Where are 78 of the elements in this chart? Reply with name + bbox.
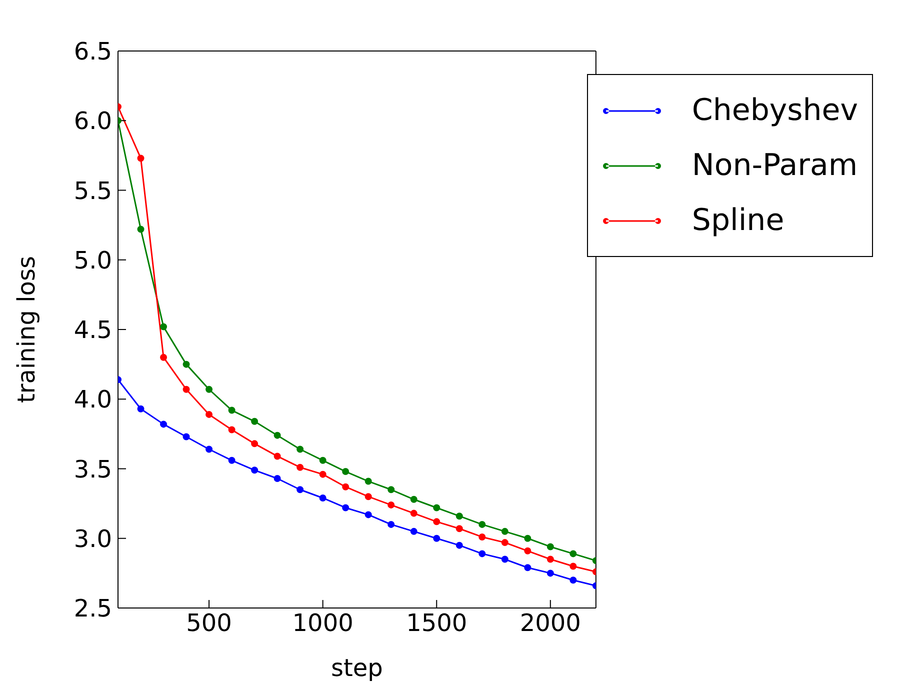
legend-label: Chebyshev [692,93,858,128]
point [206,410,213,418]
point [137,154,144,162]
y-axis-title: training loss [12,256,41,403]
point [319,456,326,464]
point [206,446,213,453]
y-tick-label: 3.5 [74,455,112,484]
x-tick-label: 1500 [406,609,468,638]
point [478,533,486,540]
y-tick-label: 3.0 [74,524,112,553]
point [182,386,190,393]
point [160,420,168,428]
legend-label: Non-Param [692,148,858,183]
point [388,501,395,508]
point [546,543,554,550]
point [546,570,554,577]
point [410,528,418,535]
point [364,493,372,500]
point [570,562,577,570]
point [433,518,440,526]
point [524,564,532,572]
x-axis-title: step [331,654,383,682]
point [342,483,350,490]
point [251,440,258,448]
point [160,354,168,361]
point [501,539,508,546]
x-tick-label: 1000 [292,609,354,638]
point [251,418,258,425]
point [410,510,418,517]
point [364,511,372,518]
point [228,456,236,464]
point [206,386,213,393]
point [182,360,190,368]
point [433,534,440,542]
point [251,466,258,474]
y-tick-label: 2.5 [74,594,112,623]
point [388,520,395,528]
y-tick-label: 4.5 [74,316,112,344]
x-tick-label: 500 [186,609,232,638]
point [182,433,190,440]
point [228,406,236,414]
point [160,323,168,330]
point [296,486,304,494]
point [478,550,486,558]
point [228,426,236,434]
point [274,474,281,482]
point [570,576,577,584]
point [274,432,281,439]
point [296,464,304,471]
point [364,478,372,485]
point [137,226,144,233]
point [456,525,463,532]
y-tick-label: 6.0 [74,107,112,136]
y-tick-label: 6.5 [74,38,112,66]
point [456,542,463,549]
point [342,468,350,476]
point [501,528,508,535]
point [570,550,577,558]
point [456,512,463,520]
y-tick-label: 5.5 [74,176,112,205]
point [524,547,532,554]
y-tick-label: 5.0 [74,246,112,274]
point [478,520,486,528]
point [342,504,350,512]
point [137,405,144,412]
point [319,470,326,478]
x-tick-label: 2000 [520,609,581,638]
point [388,486,395,494]
point [410,496,418,503]
point [274,452,281,460]
point [501,556,508,563]
point [546,556,554,563]
point [296,446,304,453]
point [319,494,326,502]
legend-label: Spline [692,203,784,238]
point [524,534,532,542]
point [433,504,440,512]
y-tick-label: 4.0 [74,386,112,414]
